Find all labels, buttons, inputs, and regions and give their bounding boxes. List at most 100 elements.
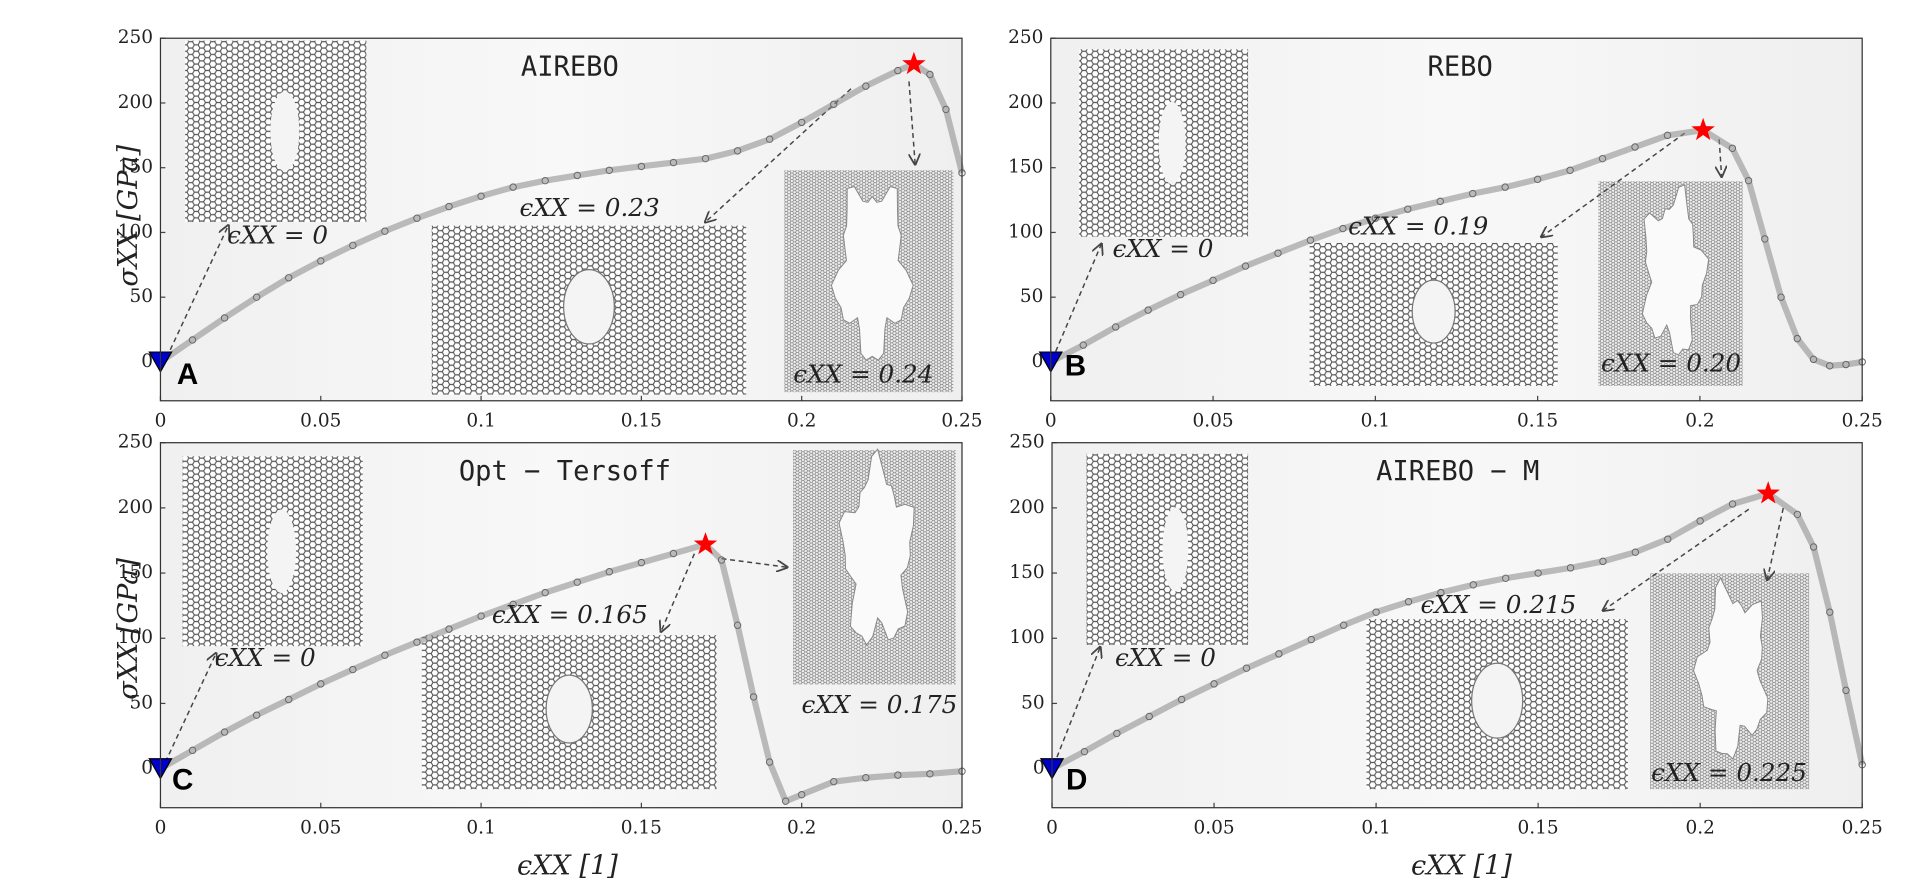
data-point <box>349 241 357 250</box>
data-point <box>1372 608 1380 616</box>
y-tick-label: 150 <box>1009 562 1044 583</box>
plot-frame <box>1050 37 1863 402</box>
panel-label: C <box>172 764 193 797</box>
data-point <box>220 314 229 322</box>
x-tick-label: 0.25 <box>941 818 982 839</box>
data-point <box>1111 323 1120 331</box>
panel-label: A <box>177 358 198 391</box>
curve <box>1050 490 1866 772</box>
data-point <box>605 568 614 576</box>
annotation-arrow <box>706 88 852 222</box>
data-point <box>541 588 549 597</box>
x-tick-label: 0.05 <box>300 818 341 839</box>
data-point <box>1242 664 1251 672</box>
data-point <box>1696 517 1704 525</box>
data-point <box>220 728 229 736</box>
data-point <box>1842 686 1850 695</box>
strain-annotation: ϵXX = 0 <box>1113 234 1214 263</box>
panel-title: Opt − Tersoff <box>459 456 671 487</box>
data-point <box>862 82 870 90</box>
data-point <box>669 549 678 558</box>
peak-marker <box>902 51 926 75</box>
data-point <box>1842 360 1850 369</box>
y-axis-label: σXX [GPa] <box>113 558 144 700</box>
data-point <box>894 771 902 779</box>
x-tick-label: 0.1 <box>466 411 495 432</box>
data-point <box>317 680 325 688</box>
x-axis-label: ϵXX [1] <box>1411 850 1512 878</box>
data-point <box>317 257 325 265</box>
data-point <box>926 770 934 778</box>
inset-hole <box>1411 279 1456 344</box>
data-point <box>637 162 646 171</box>
data-point <box>1728 144 1737 152</box>
inset-hole <box>270 91 300 172</box>
data-point <box>381 227 389 235</box>
data-point <box>445 625 453 633</box>
data-point <box>477 192 485 200</box>
data-point <box>509 183 517 191</box>
data-point <box>1241 262 1250 270</box>
data-point <box>1534 569 1542 577</box>
y-tick-label: 100 <box>118 221 153 242</box>
y-tick-label: 0 <box>1032 351 1044 372</box>
y-tick-label: 200 <box>118 497 153 518</box>
annotation-arrow <box>721 557 787 568</box>
y-tick-label: 0 <box>141 351 153 372</box>
data-point <box>717 556 726 564</box>
fracture-crack <box>1641 184 1710 356</box>
y-tick-label: 150 <box>118 157 153 178</box>
x-tick-label: 0 <box>1045 411 1057 432</box>
x-tick-label: 0.15 <box>1517 411 1558 432</box>
x-tick-label: 0.25 <box>941 411 982 432</box>
x-tick-label: 0 <box>155 818 167 839</box>
y-tick-label: 50 <box>130 286 154 307</box>
y-tick-label: 150 <box>118 562 153 583</box>
data-point <box>1826 362 1834 370</box>
strain-annotation: ϵXX = 0.225 <box>1651 758 1807 787</box>
data-point <box>1145 712 1153 721</box>
panel: 0 50 100 150 200 250 0 0.05 0.1 0.15 0.2 0.25 AIREBO… <box>1009 432 1883 882</box>
data-point <box>1793 510 1802 519</box>
x-tick-label: 0.25 <box>1842 818 1883 839</box>
data-point <box>413 638 421 646</box>
strain-annotation: ϵXX = 0.20 <box>1601 349 1741 378</box>
x-tick-label: 0.25 <box>1842 411 1883 432</box>
strain-annotation: ϵXX = 0.215 <box>1420 590 1576 619</box>
data-point <box>1809 355 1818 364</box>
data-point <box>765 758 774 766</box>
data-point <box>1631 548 1640 556</box>
data-point <box>1631 143 1639 151</box>
data-point <box>188 336 197 344</box>
data-point <box>1404 205 1412 213</box>
y-tick-label: 50 <box>1020 286 1044 307</box>
plot-frame <box>159 37 963 402</box>
data-point <box>942 105 950 114</box>
data-point <box>285 695 293 704</box>
y-tick-label: 50 <box>1021 692 1045 713</box>
curve <box>158 60 965 365</box>
fracture-crack <box>838 448 915 646</box>
x-tick-label: 0 <box>1046 818 1058 839</box>
data-point <box>605 166 614 174</box>
x-tick-label: 0 <box>155 411 167 432</box>
x-tick-label: 0.05 <box>300 411 341 432</box>
data-point <box>252 711 261 719</box>
y-tick-label: 100 <box>118 627 153 648</box>
x-tick-label: 0.2 <box>1685 818 1714 839</box>
data-point <box>1436 197 1444 206</box>
plot-frame <box>1051 442 1863 809</box>
data-point <box>1566 564 1575 572</box>
data-point <box>541 176 549 185</box>
inset-hole <box>563 268 615 345</box>
peak-marker <box>1756 481 1780 504</box>
data-point <box>1307 635 1315 644</box>
data-point <box>1761 235 1769 243</box>
y-axis-label: σXX [GPa] <box>113 145 144 287</box>
data-point <box>749 693 758 701</box>
data-point <box>1744 176 1753 185</box>
data-point <box>1080 747 1089 756</box>
x-tick-label: 0.05 <box>1192 411 1233 432</box>
data-point <box>1533 175 1542 184</box>
